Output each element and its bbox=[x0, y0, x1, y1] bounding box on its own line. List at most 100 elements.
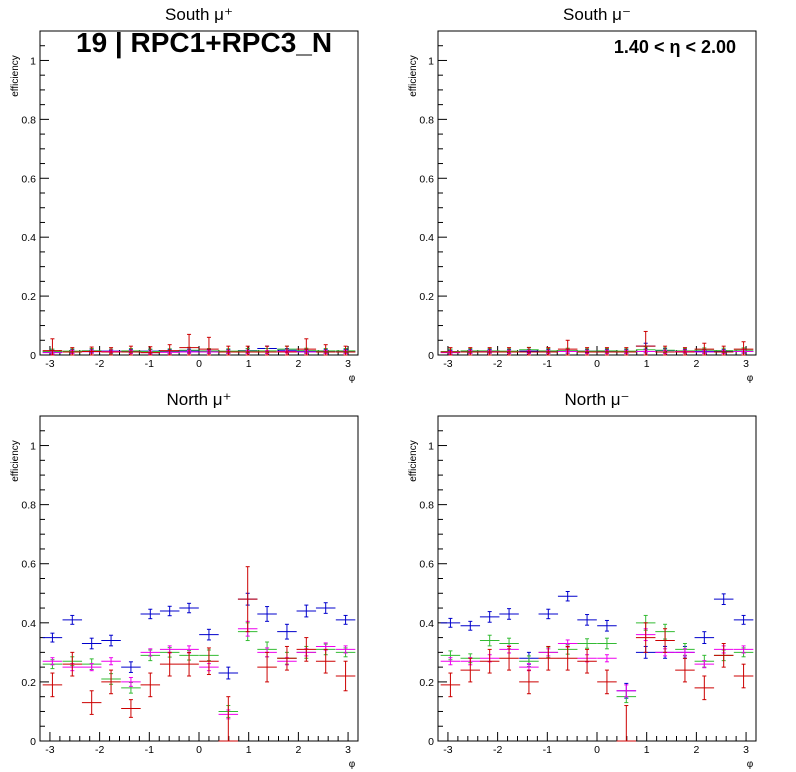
data-point bbox=[616, 347, 637, 356]
y-axis-label: efficiency bbox=[10, 440, 21, 482]
data-point bbox=[675, 347, 695, 356]
y-tick-label: 0.6 bbox=[419, 559, 434, 571]
y-tick-label: 0.6 bbox=[21, 173, 36, 185]
series-4 bbox=[42, 566, 356, 742]
data-point bbox=[479, 611, 500, 623]
data-point bbox=[199, 647, 219, 676]
y-tick-label: 1 bbox=[30, 441, 36, 453]
data-point bbox=[694, 660, 715, 669]
series-4 bbox=[42, 333, 356, 356]
panel-3: North μ⁺ 0 0.2 0.4 0.6 0.8 1 -3 -2 -1 0 1 2 3 efficien… bbox=[10, 390, 359, 770]
data-point bbox=[597, 347, 617, 356]
panel-title: South μ⁻ bbox=[563, 5, 631, 24]
data-point bbox=[62, 347, 83, 356]
data-point bbox=[733, 663, 754, 689]
data-point bbox=[257, 651, 277, 683]
panel-title: North μ⁻ bbox=[564, 390, 629, 409]
x-tick-label: 0 bbox=[196, 744, 202, 756]
x-axis-label: φ bbox=[349, 759, 356, 770]
data-point bbox=[519, 669, 539, 695]
plot-frame bbox=[39, 30, 359, 356]
y-tick-label: 0.2 bbox=[21, 291, 36, 303]
data-point bbox=[597, 619, 617, 632]
data-point bbox=[557, 645, 578, 671]
x-axis-label: φ bbox=[349, 373, 356, 384]
series-3 bbox=[440, 628, 754, 698]
data-point bbox=[694, 342, 715, 356]
data-point bbox=[440, 347, 461, 356]
data-point bbox=[557, 591, 578, 602]
series-3 bbox=[42, 620, 356, 720]
data-point bbox=[616, 684, 637, 698]
data-point bbox=[296, 604, 317, 618]
data-point bbox=[277, 623, 297, 640]
data-point bbox=[713, 643, 734, 668]
y-tick-label: 1 bbox=[428, 441, 434, 453]
y-tick-label: 0.8 bbox=[21, 500, 36, 512]
data-point bbox=[277, 345, 297, 356]
data-point bbox=[557, 339, 578, 356]
data-point bbox=[675, 648, 695, 657]
data-point bbox=[499, 347, 519, 356]
x-tick-label: 1 bbox=[246, 744, 252, 756]
data-point bbox=[460, 620, 481, 631]
data-point bbox=[479, 347, 500, 356]
y-tick-label: 0.2 bbox=[419, 677, 434, 689]
data-point bbox=[42, 672, 63, 698]
data-point bbox=[140, 672, 161, 698]
x-tick-label: -3 bbox=[443, 744, 452, 756]
data-point bbox=[713, 593, 734, 605]
data-point bbox=[499, 608, 519, 620]
data-point bbox=[315, 344, 336, 356]
data-point bbox=[199, 628, 219, 641]
data-point bbox=[121, 699, 141, 718]
data-point bbox=[296, 637, 317, 662]
y-tick-label: 0.6 bbox=[419, 173, 434, 185]
data-point bbox=[597, 637, 617, 650]
data-point bbox=[440, 657, 461, 666]
x-tick-label: 0 bbox=[594, 358, 600, 370]
x-tick-label: 3 bbox=[345, 358, 351, 370]
data-point bbox=[42, 632, 63, 643]
data-point bbox=[62, 614, 83, 625]
y-axis-label: efficiency bbox=[10, 55, 21, 97]
data-point bbox=[577, 638, 597, 649]
x-tick-label: -1 bbox=[145, 358, 154, 370]
x-tick-label: -2 bbox=[493, 744, 502, 756]
data-point bbox=[616, 705, 637, 742]
panel-4: North μ⁻ 0 0.2 0.4 0.6 0.8 1 -3 -2 -1 0 1 2 3 efficien… bbox=[408, 390, 757, 770]
data-point bbox=[257, 345, 277, 356]
series-1 bbox=[440, 591, 754, 699]
x-tick-label: -3 bbox=[45, 358, 54, 370]
data-point bbox=[42, 338, 63, 356]
data-point bbox=[499, 645, 519, 671]
data-point bbox=[315, 648, 336, 674]
data-point bbox=[42, 657, 63, 666]
x-tick-label: 0 bbox=[196, 358, 202, 370]
series-4 bbox=[440, 622, 754, 742]
x-tick-label: 3 bbox=[345, 744, 351, 756]
data-point bbox=[335, 345, 356, 356]
data-point bbox=[460, 657, 481, 683]
data-point bbox=[538, 645, 559, 671]
x-tick-label: -1 bbox=[145, 744, 154, 756]
x-tick-label: 1 bbox=[644, 358, 650, 370]
data-point bbox=[577, 347, 597, 356]
x-tick-label: 3 bbox=[743, 358, 749, 370]
data-point bbox=[277, 645, 297, 671]
data-point bbox=[694, 631, 715, 644]
plot-frame bbox=[437, 30, 757, 356]
data-point bbox=[479, 634, 500, 647]
data-point bbox=[635, 622, 656, 653]
panel-1: South μ⁺ 0 0.2 0.4 0.6 0.8 1 -3 -2 -1 0 1 2 3 efficien… bbox=[10, 5, 359, 384]
data-point bbox=[121, 661, 141, 673]
data-point bbox=[159, 344, 180, 356]
x-tick-label: -2 bbox=[95, 358, 104, 370]
x-tick-label: 1 bbox=[644, 744, 650, 756]
data-point bbox=[675, 657, 695, 683]
data-point bbox=[237, 345, 258, 356]
x-tick-label: -1 bbox=[543, 744, 552, 756]
x-tick-label: 0 bbox=[594, 744, 600, 756]
series-4 bbox=[440, 330, 754, 356]
